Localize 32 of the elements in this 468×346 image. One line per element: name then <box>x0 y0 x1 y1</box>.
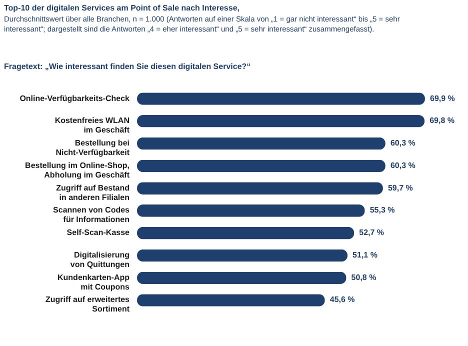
data-label: 55,3 % <box>370 206 395 215</box>
text: Fragetext: „Wie interessant finden Sie diesen digitalen Service?“ <box>4 62 251 71</box>
y-tick-label: Digitalisierung von Quittungen <box>70 250 130 269</box>
data-label: 52,7 % <box>359 228 384 238</box>
data-label: 50,8 % <box>351 272 376 282</box>
bar <box>137 182 383 194</box>
bar <box>137 137 386 150</box>
bar <box>137 204 365 217</box>
y-tick-label: Zugriff auf erweitertes Sortiment <box>45 295 130 314</box>
data-label: 60,3 % <box>390 138 416 148</box>
bar <box>137 92 425 105</box>
bar <box>137 160 386 172</box>
y-tick-label: Kostenfreies WLAN im Geschäft <box>54 116 130 135</box>
bar <box>137 249 348 262</box>
y-tick-label: Zugriff auf Bestand in anderen Filialen <box>56 183 130 202</box>
bar <box>137 114 425 128</box>
data-label: 45,6 % <box>330 295 355 304</box>
data-label: 60,3 % <box>390 160 416 170</box>
data-label: 69,9 % <box>430 94 455 103</box>
chart-title: Top-10 der digitalen Services am Point of Sale nach Interesse, <box>4 4 240 12</box>
data-label: 51,1 % <box>352 250 378 260</box>
y-tick-label: Bestellung im Online-Shop, Abholung im Geschäft <box>25 160 130 180</box>
bar <box>137 272 346 284</box>
bar <box>137 294 325 306</box>
data-label: 69,8 % <box>430 116 454 126</box>
bar <box>137 226 354 240</box>
data-label: 59,7 % <box>388 183 413 192</box>
y-tick-label: Scannen von Codes für Informationen <box>53 206 130 224</box>
y-tick-label: Bestellung bei Nicht-Verfügbarkeit <box>56 138 130 158</box>
y-tick-label: Self-Scan-Kasse <box>66 228 130 238</box>
y-tick-label: Kundenkarten-App mit Coupons <box>58 272 130 292</box>
y-tick-label: Online-Verfügbarkeits-Check <box>20 94 130 103</box>
